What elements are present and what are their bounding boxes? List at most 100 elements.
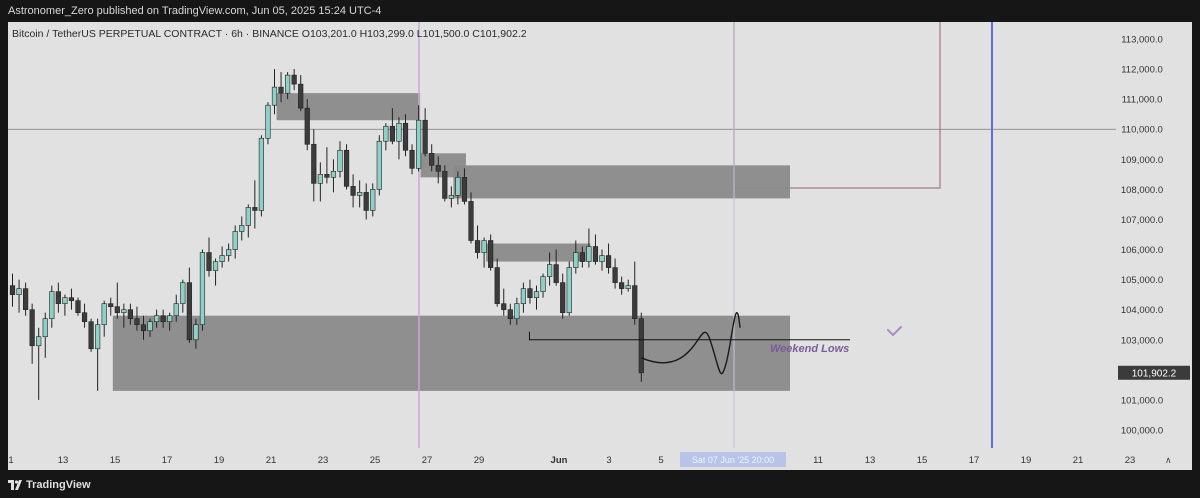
candle-body-65 xyxy=(435,165,441,172)
y-tick-label: 112,000.0 xyxy=(1121,65,1163,76)
x-tick-label: 13 xyxy=(58,455,69,466)
publisher-text: Astronomer_Zero published on TradingView… xyxy=(8,5,382,17)
x-tick-label: 23 xyxy=(318,455,329,466)
zones-layer xyxy=(112,22,941,391)
candle-body-62 xyxy=(415,119,422,169)
supply-demand-zone-3 xyxy=(453,165,790,199)
tradingview-logo-icon xyxy=(8,480,22,490)
candle-body-91 xyxy=(605,255,612,268)
candle-body-88 xyxy=(586,246,592,262)
candle-body-47 xyxy=(317,174,323,184)
candle-body-57 xyxy=(383,125,389,142)
candle-body-44 xyxy=(298,83,304,109)
candle-body-94 xyxy=(625,285,631,289)
x-cursor-label-bg xyxy=(680,452,786,467)
y-tick-label: 103,000.0 xyxy=(1121,335,1163,346)
candle-body-10 xyxy=(75,300,81,313)
auto-scale-icon: ∧ xyxy=(1165,455,1172,465)
candle-body-42 xyxy=(284,74,291,94)
candle-body-25 xyxy=(173,303,179,316)
x-tick-label: 17 xyxy=(969,455,980,466)
last-price-label-bg xyxy=(1118,365,1190,380)
candle-body-36 xyxy=(245,207,251,226)
candle-body-29 xyxy=(199,252,206,326)
x-tick-label: 19 xyxy=(214,455,225,466)
candle-body-45 xyxy=(304,107,310,145)
candle-body-51 xyxy=(343,149,350,187)
x-tick-label: 1 xyxy=(8,455,13,466)
candle-body-1 xyxy=(16,288,22,295)
y-tick-label: 101,000.0 xyxy=(1121,395,1163,406)
supply-demand-zone-4 xyxy=(486,243,591,262)
weekend-lows-line xyxy=(528,331,850,341)
candle-body-49 xyxy=(330,171,337,178)
candle-body-93 xyxy=(619,282,625,289)
supply-demand-zone-0 xyxy=(112,315,791,391)
candle-body-9 xyxy=(68,297,75,301)
candle-body-46 xyxy=(311,143,317,184)
candle-body-48 xyxy=(324,174,330,178)
candle-body-86 xyxy=(573,252,579,268)
x-tick-label: 15 xyxy=(917,455,928,466)
candle-body-52 xyxy=(350,186,356,196)
x-tick-label: 19 xyxy=(1021,455,1032,466)
price-chart[interactable]: Weekend Lows 113,000.0 112,000.0 111,000.0… xyxy=(8,22,1192,470)
y-tick-label: 107,000.0 xyxy=(1121,215,1163,226)
axis-layer: 113,000.0 112,000.0 111,000.0 110,000.0 109,… xyxy=(8,35,1190,467)
instrument-ohlc: Bitcoin / TetherUS PERPETUAL CONTRACT · … xyxy=(12,28,527,40)
x-tick-label: 3 xyxy=(606,455,611,466)
chart-area[interactable]: Weekend Lows 113,000.0 112,000.0 111,000.0… xyxy=(8,22,1192,470)
candle-body-6 xyxy=(49,291,55,320)
candle-body-96 xyxy=(638,318,644,374)
candle-body-82 xyxy=(546,264,553,277)
candle-body-89 xyxy=(592,246,599,262)
candle-body-38 xyxy=(258,137,265,211)
candle-body-58 xyxy=(389,125,396,142)
candle-body-11 xyxy=(81,312,88,323)
candle-body-95 xyxy=(632,285,638,320)
publisher-bar: Astronomer_Zero published on TradingView… xyxy=(0,0,1200,22)
candle-body-85 xyxy=(566,267,572,313)
candle-body-54 xyxy=(363,192,369,211)
x-tick-label: 5 xyxy=(658,455,663,466)
y-tick-label: 105,000.0 xyxy=(1121,275,1163,286)
x-tick-label: 21 xyxy=(1073,455,1084,466)
candle-body-30 xyxy=(206,252,212,271)
candle-body-67 xyxy=(448,195,454,199)
y-tick-label: 110,000.0 xyxy=(1121,125,1163,136)
x-tick-label: 29 xyxy=(474,455,485,466)
projected-path xyxy=(641,311,741,375)
checkmark-icon xyxy=(887,326,902,337)
x-tick-label: 21 xyxy=(266,455,277,466)
branding-bar: TradingView xyxy=(0,473,1200,498)
candle-body-15 xyxy=(108,303,114,307)
candle-body-84 xyxy=(560,282,566,313)
candle-body-66 xyxy=(442,171,448,199)
candle-body-59 xyxy=(396,122,402,142)
candle-body-83 xyxy=(553,264,559,283)
candle-body-7 xyxy=(55,291,61,304)
y-tick-label: 111,000.0 xyxy=(1122,95,1163,106)
candle-body-55 xyxy=(370,189,376,211)
last-price-label: 101,902.2 xyxy=(1132,368,1177,379)
candle-body-28 xyxy=(193,324,199,341)
candle-body-34 xyxy=(232,231,238,250)
weekend-lows-label: Weekend Lows xyxy=(770,343,849,355)
candle-body-14 xyxy=(101,303,107,326)
candle-body-79 xyxy=(527,288,533,298)
grid-layer xyxy=(8,22,1116,448)
x-tick-label: 13 xyxy=(865,455,876,466)
candle-body-70 xyxy=(468,201,474,241)
candle-body-92 xyxy=(612,267,618,283)
candle-body-43 xyxy=(291,74,297,85)
candle-body-23 xyxy=(160,315,166,323)
candle-body-21 xyxy=(147,321,153,332)
candle-body-68 xyxy=(455,177,461,196)
candle-body-40 xyxy=(271,86,278,106)
candle-body-16 xyxy=(114,306,120,313)
candle-body-50 xyxy=(337,149,343,172)
x-tick-label: Jun xyxy=(551,455,568,466)
tradingview-brand: TradingView xyxy=(26,479,91,491)
candle-body-2 xyxy=(23,288,29,310)
